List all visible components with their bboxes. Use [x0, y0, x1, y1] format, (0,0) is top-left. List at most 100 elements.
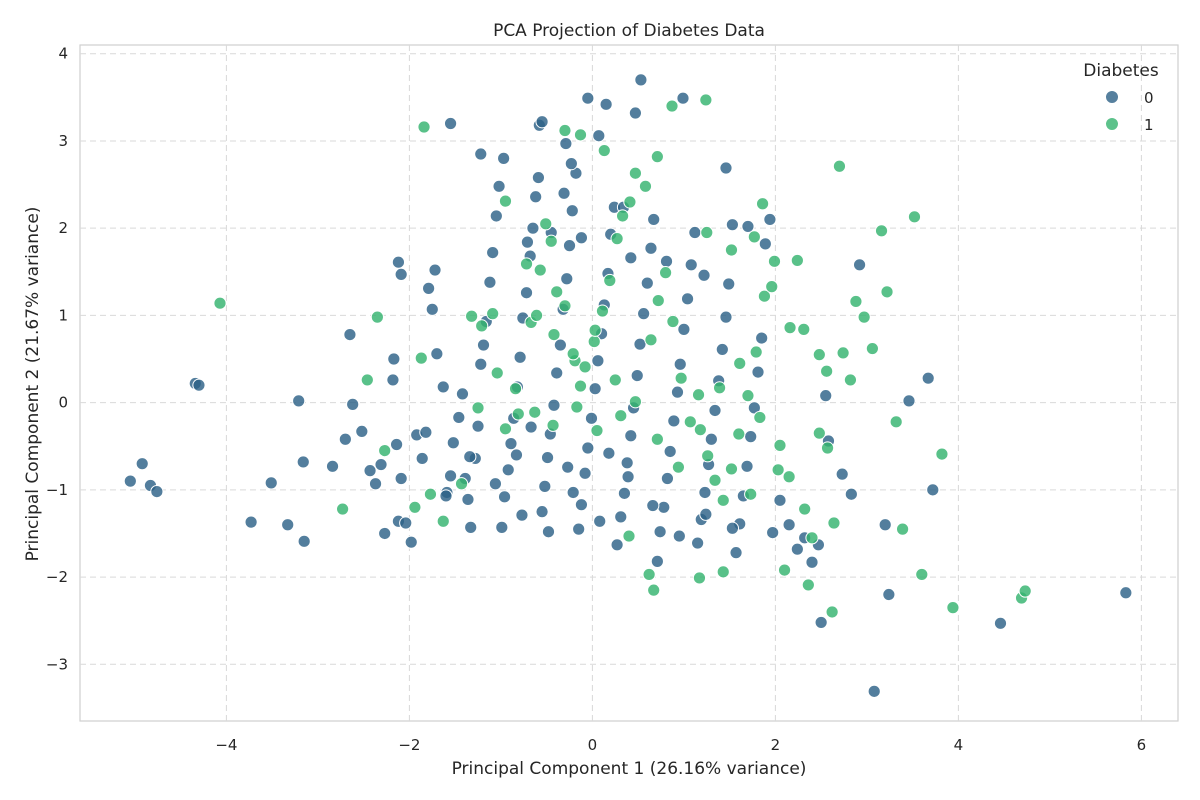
scatter-point-class-1 [548, 328, 560, 340]
scatter-point-class-0 [678, 323, 690, 335]
scatter-point-class-0 [429, 264, 441, 276]
scatter-point-class-0 [298, 535, 310, 547]
scatter-point-class-1 [534, 264, 546, 276]
scatter-point-class-1 [579, 361, 591, 373]
scatter-point-class-0 [484, 276, 496, 288]
scatter-point-class-1 [750, 346, 762, 358]
scatter-point-class-0 [681, 293, 693, 305]
y-tick-label: −1 [46, 481, 68, 499]
scatter-point-class-1 [766, 281, 778, 293]
scatter-point-class-1 [772, 464, 784, 476]
scatter-point-class-1 [437, 515, 449, 527]
scatter-point-class-0 [516, 509, 528, 521]
scatter-point-class-0 [387, 374, 399, 386]
scatter-point-class-1 [379, 445, 391, 457]
scatter-point-class-1 [694, 424, 706, 436]
scatter-point-class-0 [124, 475, 136, 487]
legend-title: Diabetes [1083, 61, 1159, 81]
scatter-point-class-0 [420, 426, 432, 438]
scatter-point-class-0 [622, 471, 634, 483]
scatter-point-class-0 [689, 226, 701, 238]
scatter-point-class-1 [844, 374, 856, 386]
scatter-point-class-1 [725, 463, 737, 475]
scatter-point-class-0 [541, 451, 553, 463]
scatter-point-class-0 [1120, 587, 1132, 599]
scatter-point-class-1 [908, 211, 920, 223]
y-axis-label: Principal Component 2 (21.67% variance) [23, 207, 43, 562]
scatter-point-class-1 [651, 151, 663, 163]
scatter-point-class-1 [725, 244, 737, 256]
scatter-point-class-1 [821, 442, 833, 454]
scatter-point-class-0 [520, 287, 532, 299]
x-tick-label: 4 [954, 736, 964, 754]
scatter-point-class-0 [525, 421, 537, 433]
scatter-point-class-1 [520, 258, 532, 270]
scatter-point-class-0 [629, 107, 641, 119]
scatter-point-class-1 [947, 602, 959, 614]
scatter-point-class-0 [558, 187, 570, 199]
scatter-point-class-0 [618, 487, 630, 499]
scatter-point-class-1 [756, 198, 768, 210]
scatter-point-class-1 [629, 167, 641, 179]
scatter-point-class-0 [326, 460, 338, 472]
scatter-point-class-0 [344, 328, 356, 340]
scatter-point-class-1 [660, 267, 672, 279]
x-tick-label: −2 [398, 736, 420, 754]
scatter-point-class-0 [927, 484, 939, 496]
scatter-point-class-0 [723, 278, 735, 290]
scatter-point-class-0 [668, 415, 680, 427]
scatter-point-class-1 [702, 450, 714, 462]
scatter-point-class-0 [151, 485, 163, 497]
scatter-point-class-1 [499, 195, 511, 207]
scatter-point-class-0 [922, 372, 934, 384]
scatter-point-class-1 [472, 402, 484, 414]
scatter-point-class-0 [671, 386, 683, 398]
scatter-point-class-0 [726, 219, 738, 231]
scatter-point-class-1 [530, 309, 542, 321]
scatter-point-class-0 [444, 470, 456, 482]
scatter-point-class-1 [491, 367, 503, 379]
scatter-point-class-1 [890, 416, 902, 428]
scatter-point-class-0 [498, 491, 510, 503]
scatter-point-class-1 [567, 348, 579, 360]
scatter-point-class-0 [879, 519, 891, 531]
scatter-point-class-1 [589, 324, 601, 336]
scatter-point-class-1 [609, 374, 621, 386]
scatter-point-class-1 [591, 424, 603, 436]
scatter-point-class-0 [579, 467, 591, 479]
scatter-point-class-0 [641, 277, 653, 289]
scatter-point-class-1 [651, 433, 663, 445]
scatter-point-class-0 [245, 516, 257, 528]
scatter-point-class-0 [493, 180, 505, 192]
scatter-point-class-1 [418, 121, 430, 133]
scatter-point-class-0 [565, 158, 577, 170]
legend-marker-0 [1106, 91, 1119, 104]
scatter-point-class-1 [717, 566, 729, 578]
plot-area [80, 45, 1178, 721]
scatter-point-class-1 [802, 579, 814, 591]
scatter-point-class-1 [623, 530, 635, 542]
scatter-point-class-0 [347, 398, 359, 410]
scatter-point-class-1 [652, 294, 664, 306]
scatter-point-class-0 [660, 255, 672, 267]
scatter-point-class-0 [423, 282, 435, 294]
scatter-point-class-1 [700, 94, 712, 106]
scatter-point-class-0 [726, 522, 738, 534]
scatter-point-class-0 [903, 395, 915, 407]
legend-label-1: 1 [1144, 116, 1154, 134]
scatter-point-class-0 [692, 537, 704, 549]
scatter-point-class-1 [629, 396, 641, 408]
scatter-point-class-0 [456, 388, 468, 400]
scatter-point-class-0 [845, 488, 857, 500]
scatter-point-class-0 [806, 556, 818, 568]
scatter-point-class-1 [648, 584, 660, 596]
scatter-point-class-0 [400, 517, 412, 529]
scatter-point-class-1 [337, 503, 349, 515]
scatter-point-class-0 [440, 490, 452, 502]
y-tick-label: −3 [46, 655, 68, 673]
scatter-point-class-1 [734, 357, 746, 369]
scatter-point-class-1 [415, 352, 427, 364]
scatter-point-class-1 [551, 286, 563, 298]
scatter-point-class-0 [820, 390, 832, 402]
scatter-point-class-0 [505, 438, 517, 450]
